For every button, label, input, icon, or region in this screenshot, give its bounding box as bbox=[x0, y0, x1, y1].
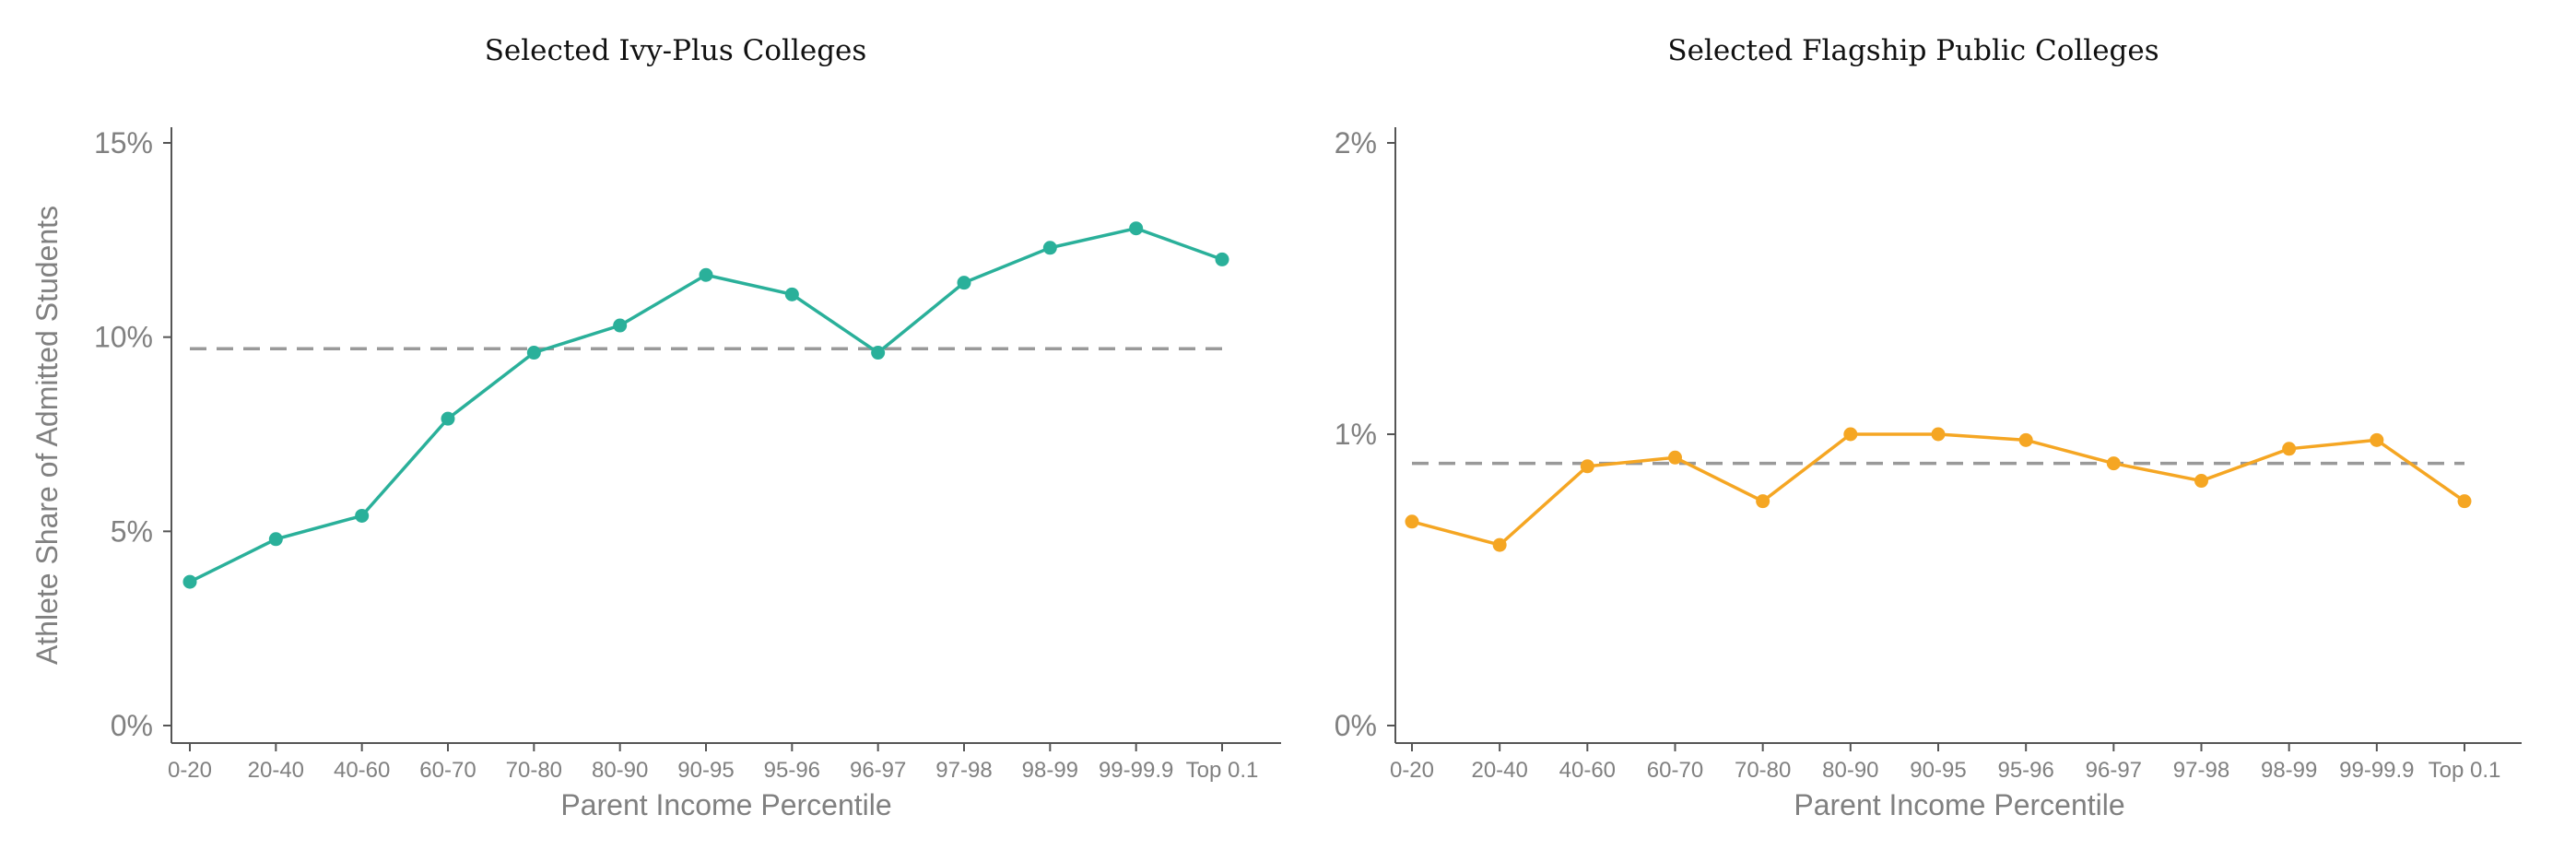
x-tick-label: 80-90 bbox=[592, 758, 648, 783]
data-point bbox=[1042, 241, 1057, 255]
series-line bbox=[1411, 432, 2466, 548]
x-tick-label: 99-99.9 bbox=[1099, 758, 1173, 783]
data-point bbox=[2457, 494, 2472, 509]
y-tick-label: 2% bbox=[1335, 126, 1377, 159]
x-tick-label: Top 0.1 bbox=[2429, 758, 2501, 783]
x-tick-label: 96-97 bbox=[850, 758, 906, 783]
data-point bbox=[784, 287, 799, 301]
data-point bbox=[526, 346, 541, 360]
y-tick-label: 0% bbox=[111, 709, 153, 742]
x-tick-label: 99-99.9 bbox=[2339, 758, 2414, 783]
x-tick-label: 70-80 bbox=[1735, 758, 1791, 783]
data-point bbox=[957, 276, 971, 290]
x-tick-label: 97-98 bbox=[935, 758, 992, 783]
chart-title: Selected Flagship Public Colleges bbox=[1667, 34, 2158, 67]
x-tick-label: 0-20 bbox=[168, 758, 212, 783]
y-tick-label: 5% bbox=[111, 514, 153, 548]
data-point bbox=[699, 267, 713, 282]
x-tick-label: 60-70 bbox=[419, 758, 476, 783]
x-tick-label: 20-40 bbox=[1471, 758, 1527, 783]
data-point bbox=[182, 574, 197, 589]
data-point bbox=[1843, 427, 1858, 442]
x-tick-label: 96-97 bbox=[2086, 758, 2142, 783]
data-point bbox=[613, 318, 628, 333]
data-point bbox=[1756, 494, 1770, 509]
data-point bbox=[441, 411, 455, 426]
x-tick-label: 70-80 bbox=[506, 758, 562, 783]
data-point bbox=[1215, 252, 1229, 266]
x-tick-label: 40-60 bbox=[1559, 758, 1616, 783]
y-tick-label: 10% bbox=[94, 321, 153, 354]
x-tick-label: 60-70 bbox=[1647, 758, 1703, 783]
x-tick-label: 98-99 bbox=[2261, 758, 2317, 783]
data-point bbox=[2194, 474, 2208, 489]
data-point bbox=[268, 532, 283, 547]
y-tick-label: 1% bbox=[1335, 418, 1377, 451]
x-tick-label: 20-40 bbox=[248, 758, 304, 783]
x-tick-label: Top 0.1 bbox=[1186, 758, 1259, 783]
data-point bbox=[871, 346, 886, 360]
data-point bbox=[2282, 442, 2297, 456]
chart-flagship-public: Selected Flagship Public Colleges 0% 1% 2% 0… bbox=[1335, 34, 2522, 821]
data-point bbox=[1580, 459, 1594, 474]
chart-title: Selected Ivy-Plus Colleges bbox=[485, 34, 867, 67]
x-tick-label: 95-96 bbox=[1997, 758, 2053, 783]
data-point bbox=[1492, 537, 1507, 552]
x-tick-label: 97-98 bbox=[2173, 758, 2229, 783]
data-point bbox=[1129, 221, 1144, 236]
data-point bbox=[1668, 450, 1682, 465]
y-tick-label: 15% bbox=[94, 126, 153, 159]
x-tick-label: 90-95 bbox=[1910, 758, 1966, 783]
data-point bbox=[2370, 432, 2384, 447]
data-point bbox=[355, 508, 370, 523]
y-tick-label: 0% bbox=[1335, 709, 1377, 742]
x-axis-label: Parent Income Percentile bbox=[1794, 788, 2124, 821]
x-tick-label: 0-20 bbox=[1390, 758, 1434, 783]
x-axis-label: Parent Income Percentile bbox=[560, 788, 891, 821]
data-point bbox=[2018, 432, 2033, 447]
x-tick-label: 98-99 bbox=[1022, 758, 1078, 783]
data-point bbox=[1405, 514, 1419, 529]
x-tick-label: 80-90 bbox=[1822, 758, 1878, 783]
x-tick-label: 95-96 bbox=[764, 758, 820, 783]
x-tick-label: 40-60 bbox=[334, 758, 390, 783]
y-axis-label: Athlete Share of Admitted Students bbox=[30, 206, 64, 665]
data-point bbox=[2106, 456, 2121, 471]
data-point bbox=[1931, 427, 1946, 442]
chart-ivy-plus: Selected Ivy-Plus Colleges 0% 5% 10% 15% 0-20… bbox=[30, 34, 1281, 821]
x-tick-label: 90-95 bbox=[677, 758, 734, 783]
